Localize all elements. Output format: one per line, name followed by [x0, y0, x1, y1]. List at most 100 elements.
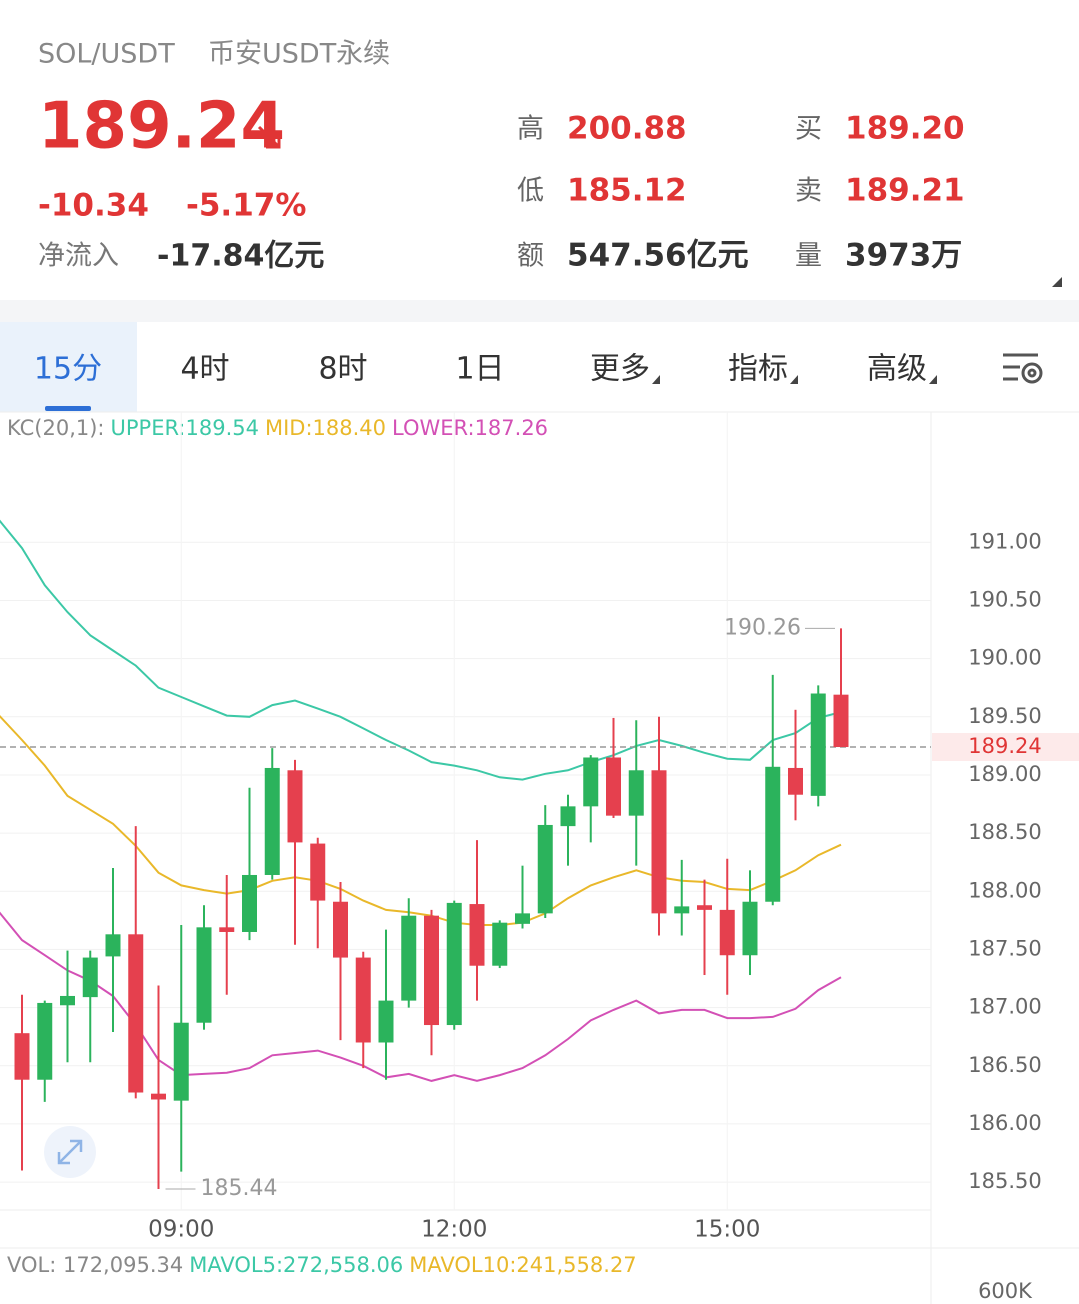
net-inflow: -17.84亿元 — [157, 239, 324, 274]
candle-body — [492, 922, 508, 966]
kc-line — [0, 519, 842, 781]
expand-button[interactable] — [44, 1126, 96, 1178]
candle-body — [60, 995, 75, 1006]
candle-body — [697, 905, 712, 910]
legend-item: LOWER:187.26 — [392, 416, 548, 440]
stat-value: 189.21 — [845, 173, 965, 209]
candle-body — [82, 957, 98, 998]
tab[interactable]: 4时 — [180, 352, 229, 387]
candle-body — [264, 767, 280, 875]
stat-label: 量 — [795, 241, 822, 272]
change: -10.34 — [38, 188, 149, 224]
candle-body — [242, 874, 257, 932]
y-tick-label: 185.50 — [968, 1169, 1041, 1193]
y-tick-label: 186.50 — [968, 1053, 1041, 1077]
stat-label: 额 — [517, 241, 544, 272]
y-tick-label: 187.00 — [968, 995, 1041, 1019]
candle-body — [537, 824, 553, 914]
candle-body — [833, 694, 849, 748]
candle-body — [14, 1033, 30, 1080]
down-arrow — [257, 125, 281, 149]
market: 币安USDT永续 — [208, 39, 390, 70]
candle-body — [196, 927, 212, 1023]
candle-body — [810, 693, 826, 796]
stat-value: 189.20 — [845, 111, 965, 147]
change-pct: -5.17% — [186, 188, 306, 224]
tab-selected-bg — [0, 322, 137, 412]
candle-body — [424, 915, 439, 1026]
candle-body — [628, 770, 644, 816]
tab[interactable]: 更多 — [590, 352, 650, 387]
legend-item: MAVOL5:272,558.06 — [189, 1253, 403, 1277]
candle-body — [515, 913, 530, 924]
legend-item: VOL: 172,095.34 — [7, 1253, 183, 1277]
y-tick-label: 191.00 — [968, 529, 1041, 553]
kc-line — [0, 911, 842, 1082]
tab[interactable]: 高级 — [867, 352, 927, 387]
candle-body — [560, 806, 576, 827]
candle-body — [378, 1000, 394, 1043]
y-tick-label: 188.00 — [968, 878, 1041, 902]
x-tick-label: 12:00 — [421, 1217, 487, 1243]
candle-body — [674, 906, 690, 914]
y-tick-label: 186.00 — [968, 1111, 1041, 1135]
tab[interactable]: 1日 — [455, 352, 504, 387]
content: SOL/USDT 币安USDT永续 189.24 -10.34 -5.17% 净流入 -17… — [0, 39, 1079, 1303]
stat-value: 3973万 — [845, 238, 962, 274]
candle-body — [105, 934, 121, 957]
stat-value: 200.88 — [567, 111, 687, 147]
stat-label: 卖 — [795, 176, 822, 207]
stat-value: 185.12 — [567, 173, 687, 209]
settings-icon[interactable] — [1003, 353, 1043, 384]
candle-body — [287, 770, 303, 843]
symbol: SOL/USDT — [38, 39, 175, 70]
dropdown-triangle — [929, 375, 937, 384]
tab-underline — [45, 406, 91, 411]
x-tick-label: 09:00 — [148, 1217, 214, 1243]
y-tick-label: 190.00 — [968, 646, 1041, 670]
y-tick-label: 189.00 — [968, 762, 1041, 786]
corner-triangle — [1052, 277, 1062, 287]
candle-body — [333, 901, 348, 958]
stat-value: 547.56亿元 — [567, 238, 749, 274]
tab[interactable]: 指标 — [728, 352, 788, 387]
candle-body — [219, 927, 235, 932]
dropdown-triangle — [790, 375, 798, 384]
legend-item: UPPER:189.54 — [111, 416, 259, 440]
candle-body — [606, 757, 621, 816]
stat-label: 高 — [517, 114, 544, 145]
dropdown-triangle — [652, 375, 660, 384]
legend-item: KC(20,1): — [7, 416, 105, 440]
legend-item: MID:188.40 — [265, 416, 386, 440]
last-price-label: 189.24 — [968, 734, 1041, 758]
candle-body — [310, 843, 326, 901]
candle-body — [469, 904, 485, 966]
y-tick-label: 187.50 — [968, 936, 1041, 960]
high-marker-label: 190.26 — [724, 615, 801, 640]
candle-body — [788, 767, 803, 795]
net-inflow-label: 净流入 — [38, 241, 119, 272]
x-tick-label: 15:00 — [694, 1217, 760, 1243]
candle-body — [401, 915, 417, 1001]
candle-body — [765, 766, 781, 902]
separator — [0, 300, 1079, 322]
candle-body — [128, 934, 144, 1093]
candle-body — [719, 909, 735, 956]
stat-label: 低 — [517, 176, 544, 207]
y-tick-label: 189.50 — [968, 704, 1041, 728]
last-price-box — [932, 733, 1079, 762]
candle-body — [446, 902, 462, 1026]
tab[interactable]: 15分 — [34, 352, 102, 387]
candle-body — [355, 957, 371, 1043]
volume-tick-label: 600K — [978, 1279, 1033, 1303]
price: 189.24 — [38, 90, 285, 164]
candle-body — [173, 1022, 189, 1101]
candle-body — [37, 1002, 53, 1080]
kc-line — [0, 714, 842, 926]
candle-body — [583, 757, 599, 807]
y-tick-label: 190.50 — [968, 587, 1041, 611]
legend-item: MAVOL10:241,558.27 — [409, 1253, 636, 1277]
tab[interactable]: 8时 — [318, 352, 367, 387]
